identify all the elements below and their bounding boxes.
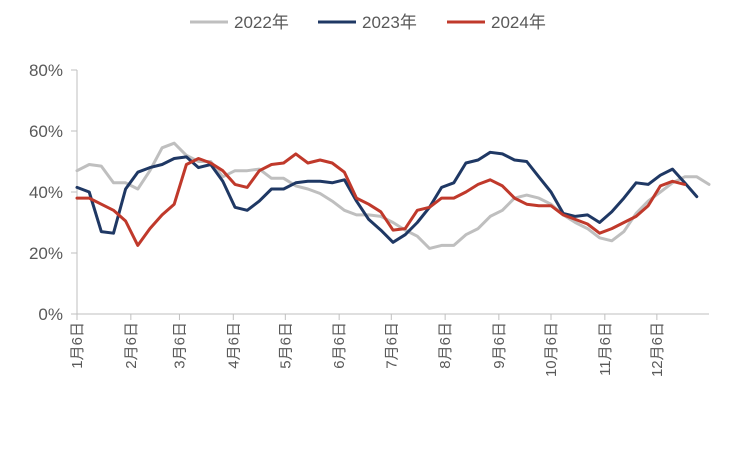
x-tick-label: 12月6日 <box>649 322 666 377</box>
legend-label-1: 2022年 <box>234 13 289 32</box>
y-tick-label: 40% <box>29 183 63 202</box>
legend-label-3: 2024年 <box>491 13 546 32</box>
x-tick-label: 3月6日 <box>171 322 188 369</box>
y-tick-label: 0% <box>38 305 63 324</box>
y-tick-label: 80% <box>29 61 63 80</box>
x-tick-label: 4月6日 <box>225 322 242 369</box>
y-tick-label: 60% <box>29 122 63 141</box>
x-tick-label: 2月6日 <box>123 322 140 369</box>
series-line-1 <box>75 141 711 250</box>
y-axis: 0% 20% 40% 60% 80% <box>29 61 78 324</box>
x-tick-label: 10月6日 <box>543 322 560 377</box>
x-tick-label: 11月6日 <box>597 322 614 376</box>
x-axis: 1月6日 2月6日 3月6日 4月6日 5月6日 6月6日 7月6日 8月6日 9月6日 10月6… <box>69 313 709 377</box>
legend: 2022年 2023年 2024年 <box>190 13 546 32</box>
y-tick-label: 20% <box>29 244 63 263</box>
x-tick-label: 9月6日 <box>491 322 508 369</box>
x-tick-label: 6月6日 <box>331 322 348 369</box>
x-tick-label: 7月6日 <box>383 322 400 369</box>
x-tick-label: 8月6日 <box>437 322 454 369</box>
x-tick-label: 1月6日 <box>69 322 86 369</box>
series-line-2 <box>75 150 699 244</box>
series-line-3 <box>75 152 687 247</box>
x-tick-label: 5月6日 <box>277 322 294 369</box>
legend-label-2: 2023年 <box>362 13 417 32</box>
series-layer <box>75 141 711 250</box>
